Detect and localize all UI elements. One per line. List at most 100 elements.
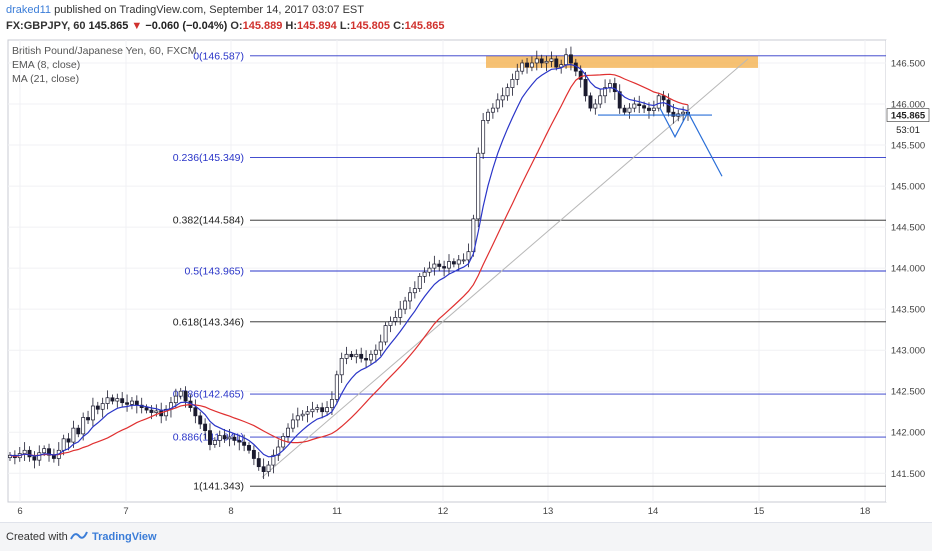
resistance-zone-box (486, 55, 758, 68)
candle-body (612, 83, 617, 93)
candle-body (66, 438, 71, 443)
candle-body (344, 353, 349, 359)
candle-body (442, 266, 447, 269)
candle-body (217, 435, 222, 441)
candle-body (32, 456, 37, 461)
candle-body (373, 349, 378, 355)
candle-body (647, 107, 651, 111)
candle-body (608, 83, 612, 88)
candle-body (364, 358, 369, 361)
resistance-zone (486, 55, 758, 68)
candle-body (354, 353, 359, 358)
last-price: 145.865 (88, 20, 129, 32)
x-tick-label: 15 (754, 506, 765, 517)
candle-body (164, 408, 169, 417)
projection-arrow (659, 107, 723, 177)
price-change: −0.060 (−0.04%) (145, 20, 228, 32)
candle-body (134, 400, 139, 406)
candle-body (393, 317, 398, 322)
tradingview-brand-link[interactable]: TradingView (92, 531, 157, 543)
candle-body (525, 62, 529, 68)
symbol-info: FX:GBPJPY, 60 145.865 ▼ −0.060 (−0.04%) … (6, 20, 444, 32)
candle-body (583, 79, 588, 97)
author-link[interactable]: draked11 (6, 4, 52, 16)
candle-body (173, 395, 178, 404)
legend: British Pound/Japanese Yen, 60, FXCM EMA… (12, 45, 196, 85)
current-price-tag: 145.865 53:01 (886, 108, 930, 136)
candle-body (529, 62, 534, 68)
candle-body (403, 300, 408, 310)
candle-body (281, 436, 286, 448)
candle-body (271, 454, 276, 466)
candle-body (417, 275, 422, 289)
high-label: H: (285, 20, 298, 32)
candle-body (539, 58, 544, 64)
candle-body (520, 62, 525, 72)
fib-level-label: 0.236(145.349) (173, 152, 244, 164)
countdown-label: 53:01 (896, 125, 920, 136)
ema-line (9, 63, 689, 458)
candle-body (315, 407, 320, 410)
x-tick-label: 13 (543, 506, 554, 517)
candle-body (329, 399, 334, 408)
candle-body (656, 95, 661, 109)
candle-body (359, 353, 364, 359)
candle-body (266, 464, 271, 472)
x-tick-label: 14 (648, 506, 659, 517)
candle-body (256, 458, 261, 468)
x-tick-label: 11 (332, 506, 342, 517)
x-tick-label: 18 (860, 506, 871, 517)
candle-body (510, 79, 515, 88)
candle-body (593, 103, 598, 109)
candle-body (500, 95, 505, 101)
candle-body (651, 107, 656, 111)
candle-body (198, 415, 203, 425)
candle-body (437, 263, 442, 267)
candle-body (578, 70, 583, 80)
x-tick-label: 6 (17, 506, 22, 517)
footer: Created with TradingView (0, 522, 932, 551)
candle-body (549, 58, 554, 62)
candle-body (451, 261, 456, 265)
close-label: C: (393, 20, 405, 32)
candle-body (310, 408, 315, 413)
candle-body (144, 407, 149, 411)
close-value: 145.865 (404, 20, 445, 32)
candle-body (290, 419, 295, 429)
candle-body (554, 58, 559, 68)
candle-body (559, 64, 564, 68)
y-tick-label: 143.500 (891, 305, 925, 316)
candle-body (237, 440, 242, 443)
candle-body (481, 120, 486, 154)
candle-body (251, 449, 256, 459)
price-chart[interactable]: 0(146.587) 0.236(145.349) 0.382(144.584) 0.… (0, 0, 932, 522)
y-axis-ticks: 146.500 146.000 145.500 145.000 144.500 144.0… (891, 58, 925, 479)
fib-level-label: 1(141.343) (193, 481, 244, 493)
candle-body (129, 400, 134, 405)
symbol: FX:GBPJPY, 60 (6, 20, 86, 32)
candle-body (398, 308, 403, 318)
legend-ema: EMA (8, close) (12, 59, 80, 71)
candle-body (378, 341, 383, 351)
candle-body (115, 398, 120, 402)
candle-body (564, 54, 569, 65)
candle-body (427, 267, 432, 273)
candle-body (149, 409, 154, 413)
low-label: L: (339, 20, 351, 32)
candle-body (47, 448, 51, 456)
candles (8, 46, 690, 480)
y-tick-label: 141.500 (891, 469, 925, 480)
candle-body (193, 407, 198, 417)
y-tick-label: 144.000 (891, 264, 925, 275)
change-down-icon: ▼ (131, 20, 143, 32)
fib-level-label: 0.5(143.965) (184, 266, 244, 278)
candle-body (61, 438, 66, 451)
candle-body (466, 251, 471, 261)
candle-body (515, 70, 520, 80)
candle-body (461, 259, 466, 262)
candle-body (490, 107, 495, 113)
candle-body (90, 405, 95, 421)
candle-body (486, 111, 490, 121)
candle-body (95, 405, 100, 410)
candle-body (320, 407, 325, 413)
